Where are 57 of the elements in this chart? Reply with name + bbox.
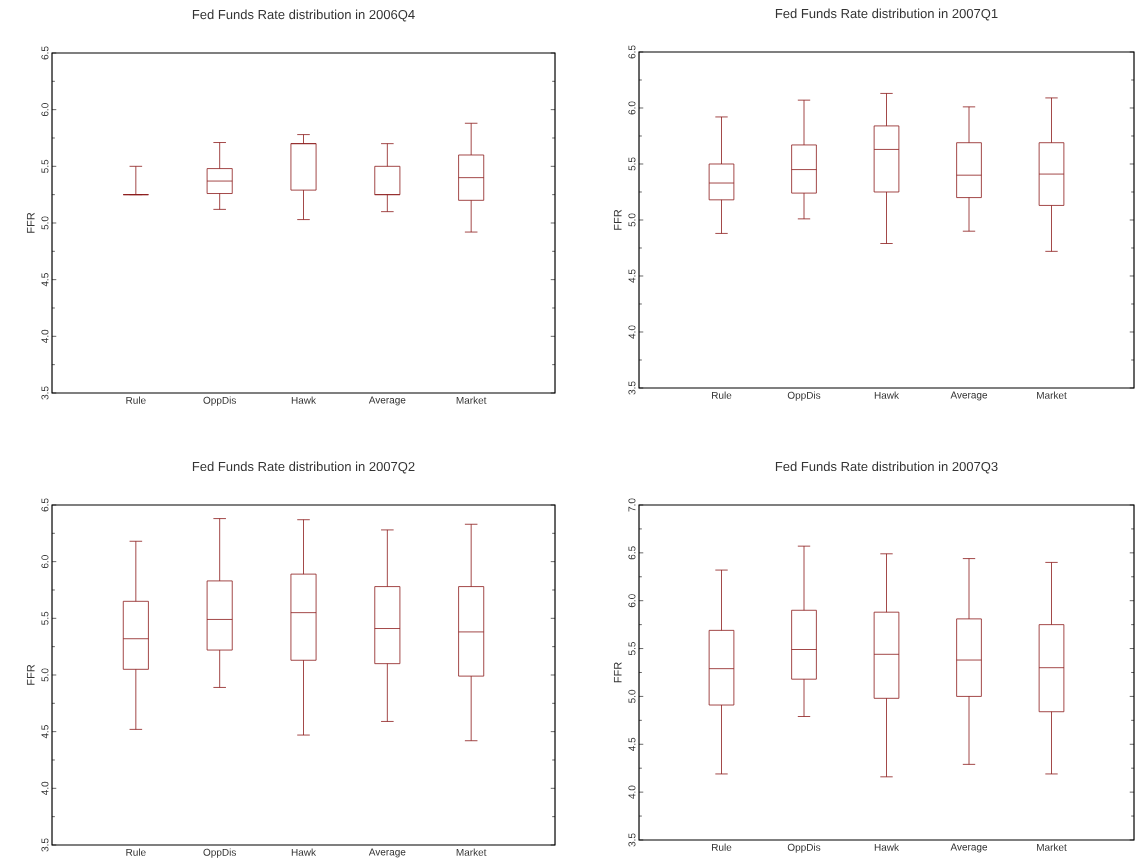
- y-tick-label: 5.0: [41, 216, 49, 230]
- x-tick-label: OppDis: [787, 843, 821, 853]
- y-tick-label: 3.5: [628, 381, 636, 395]
- y-tick-label: 4.0: [628, 325, 636, 339]
- y-tick-label: 6.5: [628, 546, 636, 560]
- y-tick-label: 4.5: [628, 269, 636, 283]
- y-tick-label: 3.5: [628, 833, 636, 847]
- x-tick-label: Rule: [126, 848, 146, 856]
- y-tick-label: 6.0: [41, 555, 49, 569]
- x-tick-label: OppDis: [203, 396, 236, 406]
- x-tick-label: Hawk: [874, 391, 900, 399]
- chart-title: Fed Funds Rate distribution in 2007Q3: [775, 461, 998, 474]
- y-tick-label: 6.5: [41, 46, 49, 60]
- x-tick-label: Average: [950, 391, 988, 401]
- x-tick-label: Hawk: [874, 843, 900, 851]
- y-tick-label: 7.0: [628, 498, 636, 512]
- y-tick-label: 5.0: [628, 213, 636, 227]
- x-tick-label: Rule: [712, 843, 732, 851]
- x-tick-label: Market: [456, 396, 487, 404]
- y-axis-title: FFR: [613, 209, 622, 230]
- chart-title: Fed Funds Rate distribution in 2007Q1: [775, 8, 998, 21]
- y-tick-label: 5.5: [628, 157, 636, 171]
- y-axis-title: FFR: [26, 212, 35, 233]
- x-tick-label: Average: [950, 843, 988, 853]
- y-tick-label: 4.0: [628, 785, 636, 799]
- x-tick-label: Average: [368, 848, 406, 858]
- x-tick-label: Market: [1037, 391, 1067, 399]
- y-tick-label: 5.5: [41, 611, 49, 625]
- x-tick-label: Hawk: [291, 848, 317, 856]
- y-tick-label: 5.0: [41, 668, 49, 682]
- x-tick-label: Average: [368, 396, 406, 406]
- y-tick-label: 4.5: [628, 737, 636, 751]
- chart-title: Fed Funds Rate distribution in 2007Q2: [192, 461, 415, 474]
- y-tick-label: 6.0: [628, 101, 636, 115]
- x-tick-label: OppDis: [203, 848, 236, 858]
- chart-title: Fed Funds Rate distribution in 2006Q4: [192, 9, 415, 22]
- y-tick-label: 5.0: [628, 689, 636, 703]
- y-tick-label: 6.5: [41, 498, 49, 512]
- x-tick-label: Market: [1037, 843, 1067, 851]
- y-axis-title: FFR: [26, 664, 35, 685]
- x-tick-label: Rule: [126, 396, 146, 404]
- x-tick-label: Rule: [712, 391, 732, 399]
- x-tick-label: OppDis: [787, 391, 821, 401]
- y-tick-label: 4.5: [41, 725, 49, 739]
- y-tick-label: 6.0: [41, 103, 49, 117]
- y-tick-label: 6.0: [628, 594, 636, 608]
- y-tick-label: 5.5: [628, 642, 636, 656]
- y-tick-label: 4.0: [41, 329, 49, 344]
- x-tick-label: Market: [456, 848, 487, 856]
- y-tick-label: 3.5: [41, 838, 49, 852]
- y-tick-label: 4.5: [41, 273, 49, 287]
- x-tick-label: Hawk: [291, 396, 317, 404]
- y-tick-label: 4.0: [41, 781, 49, 796]
- y-tick-label: 6.5: [628, 45, 636, 59]
- y-tick-label: 5.5: [41, 159, 49, 173]
- y-tick-label: 3.5: [41, 386, 49, 400]
- y-axis-title: FFR: [613, 662, 622, 683]
